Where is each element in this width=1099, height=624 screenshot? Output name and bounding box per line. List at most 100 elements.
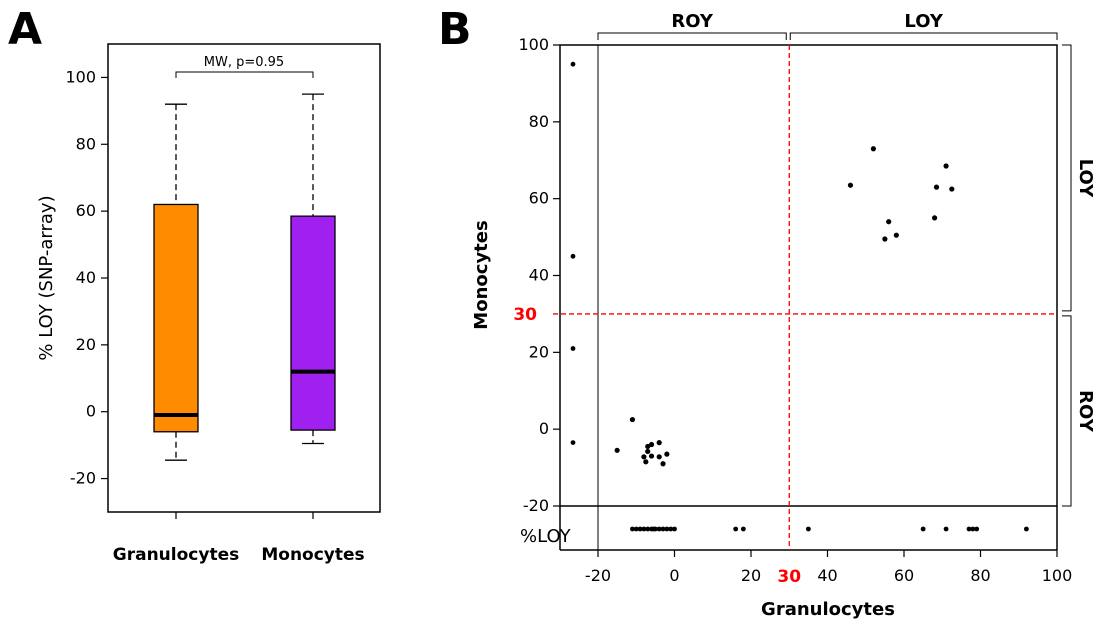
x-margin-point [633,526,639,532]
y-margin-point [570,61,576,67]
threshold-label-y: 30 [513,305,537,325]
top-bracket-loy [789,32,1058,40]
panel-b-y-axis-label: Monocytes [471,220,492,329]
right-bracket-label: ROY [1075,390,1096,433]
x-margin-point [970,526,976,532]
right-bracket-loy [1062,44,1072,312]
region-brackets: ROY LOY LOY ROY [597,11,1096,507]
data-point [648,441,655,448]
threshold-lines: 30 30 [513,45,1057,587]
top-bracket-label: ROY [671,11,714,32]
x-margin-point [660,526,666,532]
panel-a-frame [107,43,381,513]
x-margin-point [656,526,662,532]
data-point [645,448,651,455]
panel-a-y-axis-label: % LOY (SNP-array) [36,195,57,360]
x-margin-point [630,526,635,532]
y-margin-point [570,253,576,259]
y-tick-label: 20 [76,335,96,354]
data-point [641,454,647,460]
box-monocytes [290,93,336,445]
x-margin-point [740,526,746,532]
panel-a-y-axis: -20 0 20 40 60 80 100 [65,67,108,488]
x-category-label: Monocytes [261,545,364,565]
y-margin-point [570,440,576,446]
y-tick-label: -20 [70,469,96,488]
panel-b-scatter: 30 30 -20 0 20 40 60 80 100 -20 0 20 40 60 80 100 ROY… [471,11,1096,620]
panel-b-y-axis: -20 0 20 40 60 80 100 [518,35,560,515]
x-tick-label: 20 [741,566,761,585]
panel-b-label: B [438,4,472,55]
panel-b-x-axis: -20 0 20 40 60 80 100 [585,550,1072,585]
data-point [656,454,662,460]
panel-a-boxes [153,93,336,461]
x-margin-point [672,526,677,532]
x-tick-label: 40 [817,566,837,585]
x-margin-point [645,526,651,532]
data-point [882,236,888,242]
x-margin-point [637,526,643,532]
box-granulocytes [153,103,199,461]
x-category-label: Granulocytes [113,545,239,565]
data-point [614,447,620,453]
margin-label: %LOY [520,526,572,547]
x-margin-point [733,526,739,532]
data-point [932,215,938,221]
data-point [943,163,949,169]
data-point [660,461,666,467]
x-margin-point [668,526,674,532]
x-margin-point [1024,526,1029,532]
x-margin-point [943,526,949,532]
y-tick-label: -20 [523,496,549,515]
y-tick-label: 100 [65,67,96,86]
panel-b-frame [559,44,1058,507]
margin-points [570,61,1029,532]
panel-a-label: A [8,4,42,55]
top-bracket-roy [597,32,787,40]
x-margin-point [805,526,811,532]
y-tick-label: 60 [76,201,96,220]
significance-bracket [175,71,314,78]
x-tick-label: 0 [669,566,679,585]
data-point [643,459,649,465]
scatter-points [614,146,955,467]
data-point [870,146,877,152]
significance-label: MW, p=0.95 [204,55,284,70]
box-body [290,215,336,431]
data-point [645,443,651,450]
x-margin-point [920,526,926,532]
box-body [153,203,199,433]
x-margin-point [966,526,972,532]
y-tick-label: 60 [529,189,549,208]
y-tick-label: 40 [76,268,96,287]
data-point [847,182,854,188]
data-point [893,232,899,238]
data-point [656,440,662,446]
y-tick-label: 40 [529,266,549,285]
x-tick-label: 60 [894,566,914,585]
x-tick-label: -20 [585,566,611,585]
data-point [933,184,940,190]
panel-a-annotation: MW, p=0.95 [175,55,314,78]
right-bracket-label: LOY [1075,159,1096,198]
data-point [949,186,955,192]
y-tick-label: 100 [518,35,549,54]
y-margin-point [570,346,576,351]
x-tick-label: 80 [970,566,990,585]
y-tick-label: 80 [76,134,96,153]
panel-a-boxplot: -20 0 20 40 60 80 100 Granulocytes Monocytes MW… [36,43,381,565]
right-bracket-roy [1062,315,1072,507]
y-tick-label: 20 [529,342,549,361]
x-margin-point [641,526,647,532]
data-point [664,451,670,457]
x-margin-point [652,526,658,532]
y-tick-label: 0 [539,419,549,438]
threshold-label-x: 30 [777,567,801,587]
y-tick-label: 80 [529,112,549,131]
data-point [629,416,636,423]
x-margin-point [974,526,980,532]
top-bracket-label: LOY [904,11,943,32]
panel-a-x-axis: Granulocytes Monocytes [113,512,365,565]
panel-b-x-axis-label: Granulocytes [761,599,895,620]
